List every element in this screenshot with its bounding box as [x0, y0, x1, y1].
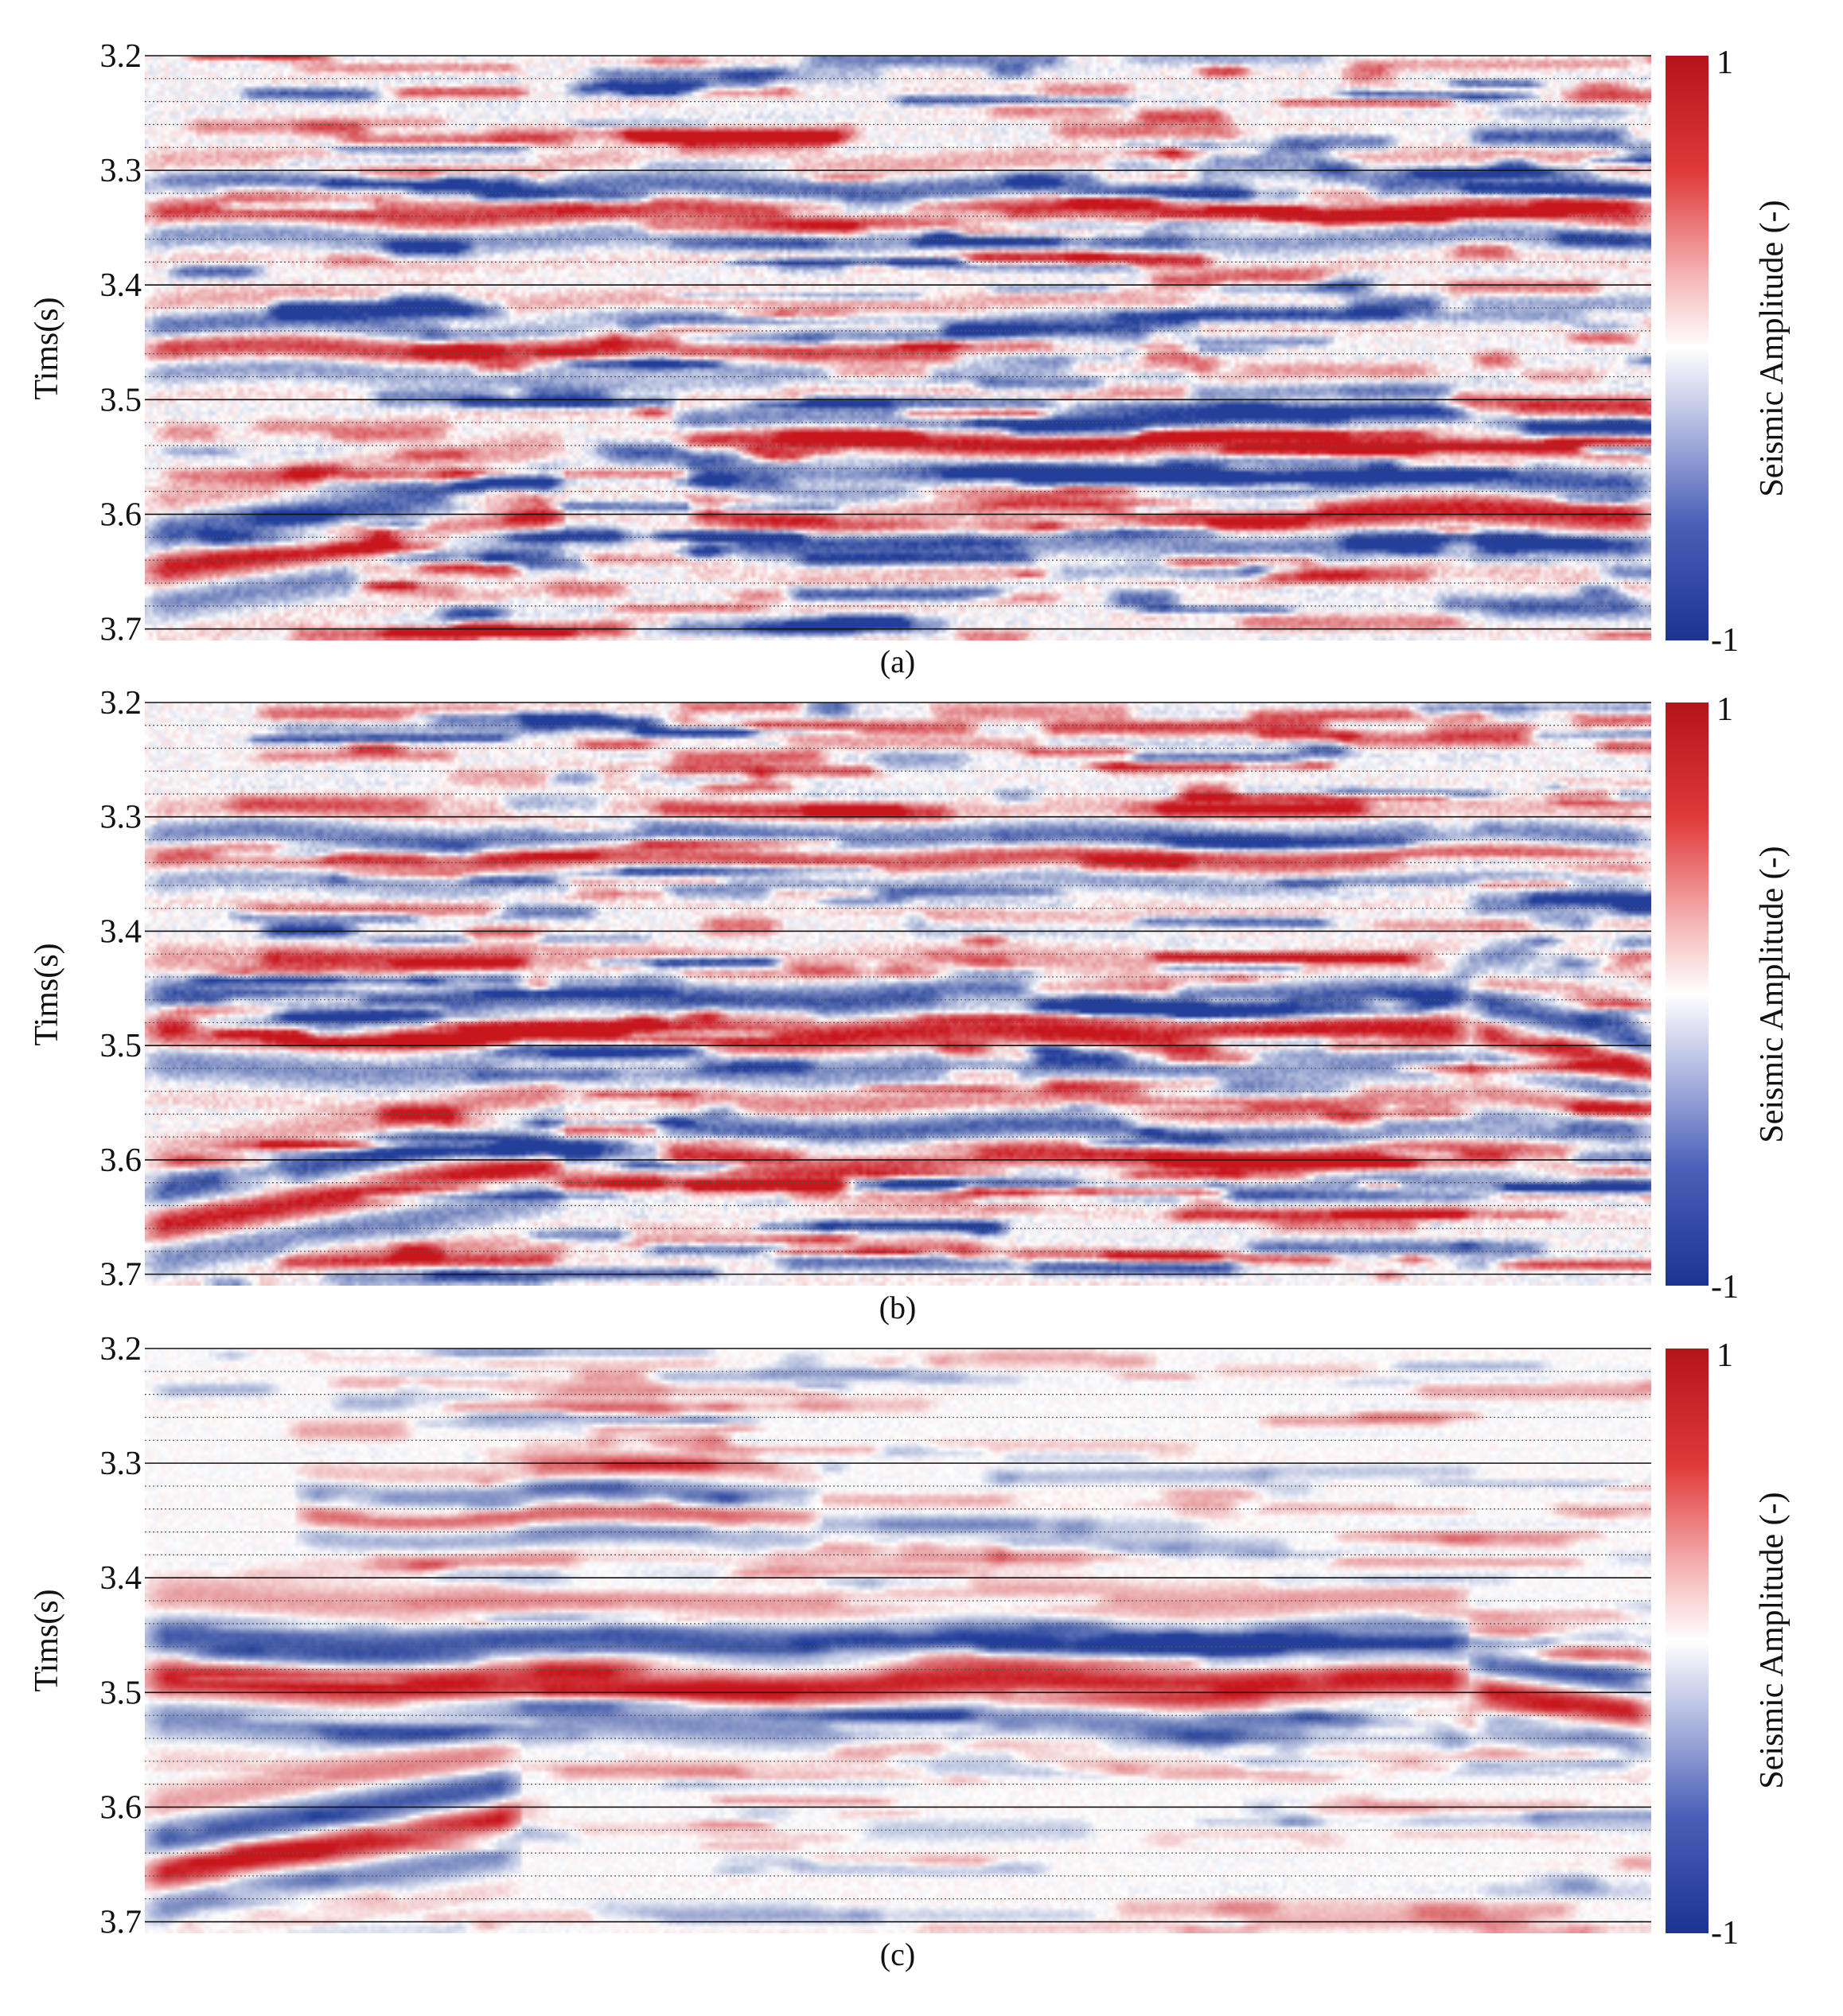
panel-c-heatmap	[145, 1349, 1651, 1933]
y-tick-label: 3.2	[100, 38, 142, 75]
panel-a-heatmap	[145, 56, 1651, 640]
y-tick-label: 3.5	[100, 1675, 142, 1711]
y-tick-label: 3.4	[100, 267, 142, 304]
panel-b-yticks: 3.2 3.3 3.4 3.5 3.6 3.7	[100, 685, 142, 1294]
y-tick-label: 3.4	[100, 913, 142, 950]
y-tick-label: 3.2	[100, 1331, 142, 1368]
panel-b-colorbar	[1666, 702, 1709, 1286]
panel-b-heatmap	[145, 702, 1651, 1286]
y-tick-label: 3.4	[100, 1560, 142, 1597]
panel-b: 3.2 3.3 3.4 3.5 3.6 3.7 Tims(s) (b) 1 -1 Seis…	[29, 685, 1790, 1325]
y-tick-label: 3.5	[100, 382, 142, 418]
panel-c-grid	[145, 1348, 1651, 1923]
panel-a-yticks: 3.2 3.3 3.4 3.5 3.6 3.7	[100, 38, 142, 648]
y-tick-label: 3.2	[100, 685, 142, 722]
panel-b-ylabel: Tims(s)	[29, 943, 65, 1045]
panel-c-colorbar-min: -1	[1711, 1915, 1739, 1952]
panel-c-yticks: 3.2 3.3 3.4 3.5 3.6 3.7	[100, 1331, 142, 1941]
panel-c-colorbar	[1666, 1349, 1709, 1933]
panel-b-colorbar-label: Seismic Amplitude (-)	[1754, 846, 1790, 1142]
panel-a-ylabel: Tims(s)	[29, 297, 65, 399]
y-tick-label: 3.6	[100, 1789, 142, 1826]
panel-b-label: (b)	[879, 1290, 917, 1325]
panel-c-colorbar-max: 1	[1716, 1337, 1733, 1374]
y-tick-label: 3.7	[100, 612, 142, 648]
y-tick-label: 3.3	[100, 1446, 142, 1482]
panel-a-colorbar-max: 1	[1716, 45, 1733, 81]
y-tick-label: 3.5	[100, 1028, 142, 1064]
panel-a-colorbar-label: Seismic Amplitude (-)	[1754, 200, 1790, 496]
panel-c-label: (c)	[880, 1936, 915, 1972]
y-tick-label: 3.6	[100, 1142, 142, 1179]
panel-c: 3.2 3.3 3.4 3.5 3.6 3.7 Tims(s) (c) 1 -1 Seis…	[29, 1331, 1790, 1972]
panel-c-colorbar-label: Seismic Amplitude (-)	[1754, 1492, 1790, 1788]
panel-a-colorbar-min: -1	[1711, 622, 1739, 659]
panel-a-grid	[145, 55, 1651, 630]
panel-a: 3.2 3.3 3.4 3.5 3.6 3.7 Tims(s) (a) 1 -1 Seis…	[29, 38, 1790, 679]
panel-b-colorbar-min: -1	[1711, 1269, 1739, 1306]
y-tick-label: 3.3	[100, 800, 142, 836]
y-tick-label: 3.7	[100, 1905, 142, 1941]
y-tick-label: 3.3	[100, 153, 142, 189]
panel-a-label: (a)	[880, 644, 915, 679]
panel-b-colorbar-max: 1	[1716, 691, 1733, 728]
panel-b-grid	[145, 702, 1651, 1275]
y-tick-label: 3.7	[100, 1257, 142, 1294]
panel-a-colorbar	[1666, 56, 1709, 640]
panel-c-ylabel: Tims(s)	[29, 1589, 65, 1691]
y-tick-label: 3.6	[100, 496, 142, 533]
